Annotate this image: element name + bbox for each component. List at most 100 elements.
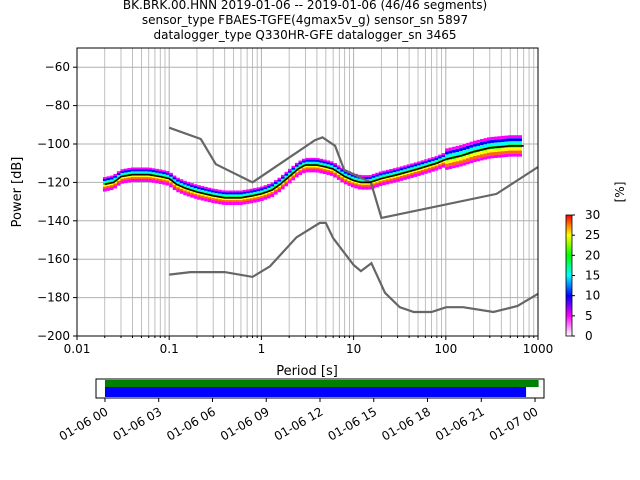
heatmap-cell [294, 174, 299, 178]
heatmap-cell [413, 172, 418, 176]
heatmap-cell [371, 183, 376, 187]
heatmap-cell [228, 202, 233, 206]
heatmap-cell [137, 175, 142, 179]
heatmap-cell [207, 191, 212, 195]
heatmap-cell [144, 177, 149, 181]
heatmap-cell [186, 181, 191, 185]
timeline-tick-label: 01-07 00 [487, 404, 541, 443]
heatmap-cell [256, 194, 261, 198]
heatmap-cell [260, 194, 264, 198]
heatmap-cell [420, 171, 425, 175]
heatmap-cell [417, 165, 421, 169]
heatmap-cell [253, 188, 257, 192]
heatmap-cell [347, 173, 351, 177]
heatmap-cell [361, 182, 365, 186]
heatmap-cell [511, 138, 516, 142]
heatmap-cell [120, 180, 125, 184]
heatmap-cell [420, 168, 425, 172]
heatmap-cell [116, 171, 121, 175]
heatmap-cell [347, 180, 351, 184]
heatmap-cell [480, 145, 484, 149]
heatmap-cell [134, 169, 138, 173]
heatmap-cell [197, 192, 201, 196]
heatmap-cell [504, 154, 509, 158]
heatmap-cell [169, 180, 173, 184]
heatmap-cell [155, 170, 159, 174]
heatmap-cell [130, 175, 135, 179]
heatmap-cell [158, 171, 163, 175]
heatmap-cell [389, 169, 393, 173]
heatmap-cell [466, 158, 470, 162]
heatmap-cell [507, 138, 512, 142]
heatmap-cell [228, 200, 233, 204]
heatmap-cell [375, 184, 379, 188]
heatmap-cell [242, 199, 247, 203]
heatmap-cell [483, 141, 488, 145]
heatmap-cell [127, 177, 131, 181]
heatmap-cell [375, 180, 379, 184]
heatmap-cell [193, 193, 198, 197]
heatmap-cell [301, 166, 306, 170]
heatmap-cell [260, 198, 264, 202]
heatmap-cell [301, 160, 306, 164]
heatmap-cell [518, 135, 523, 139]
heatmap-cell [448, 147, 453, 151]
heatmap-cell [263, 187, 268, 191]
heatmap-cell [260, 196, 264, 200]
heatmap-cell [253, 197, 257, 201]
heatmap-cell [130, 178, 135, 182]
heatmap-cell [277, 181, 282, 185]
heatmap-cell [500, 135, 505, 139]
heatmap-cell [350, 174, 355, 178]
heatmap-cell [242, 193, 247, 197]
heatmap-cell [480, 151, 484, 155]
heatmap-cell [322, 159, 327, 163]
heatmap-cell [399, 166, 404, 170]
heatmap-cell [378, 179, 383, 183]
heatmap-cell [200, 187, 205, 191]
colorbar-tick-label: 15 [585, 269, 600, 283]
heatmap-cell [511, 153, 516, 157]
heatmap-cell [399, 177, 404, 181]
heatmap-cell [120, 171, 125, 175]
heatmap-cell [378, 175, 383, 179]
heatmap-cell [176, 185, 180, 189]
heatmap-cell [214, 192, 219, 196]
heatmap-cell [438, 166, 442, 170]
heatmap-cell [392, 179, 397, 183]
heatmap-cell [284, 173, 289, 177]
heatmap-cell [106, 176, 111, 180]
heatmap-cell [183, 180, 187, 184]
heatmap-cell [200, 193, 205, 197]
heatmap-cell [249, 190, 254, 194]
timeline-tick-label: 01-06 15 [326, 404, 380, 443]
heatmap-cell [333, 170, 337, 174]
heatmap-cell [357, 186, 362, 190]
heatmap-cell [396, 176, 400, 180]
heatmap-cell [455, 161, 460, 165]
heatmap-cell [413, 166, 418, 170]
heatmap-cell [514, 135, 519, 139]
heatmap-cell [410, 173, 414, 177]
heatmap-cell [480, 154, 484, 158]
heatmap-cell [441, 156, 446, 160]
heatmap-cell [518, 141, 523, 145]
heatmap-cell [106, 183, 111, 187]
heatmap-cell [368, 186, 372, 190]
heatmap-cell [284, 175, 289, 179]
x-tick-label: 0.01 [64, 342, 91, 356]
heatmap-cell [239, 192, 243, 196]
heatmap-cell [434, 156, 439, 160]
grid [76, 48, 538, 337]
heatmap-cell [504, 135, 509, 139]
heatmap-cell [361, 186, 365, 190]
heatmap-cell [253, 199, 257, 203]
heatmap-cell [497, 139, 502, 143]
heatmap-cell [260, 186, 264, 190]
heatmap-cell [361, 184, 365, 188]
heatmap-cell [291, 169, 296, 173]
heatmap-cell [493, 154, 498, 158]
heatmap-cell [102, 178, 107, 182]
heatmap-cell [239, 198, 243, 202]
heatmap-cell [490, 143, 495, 147]
